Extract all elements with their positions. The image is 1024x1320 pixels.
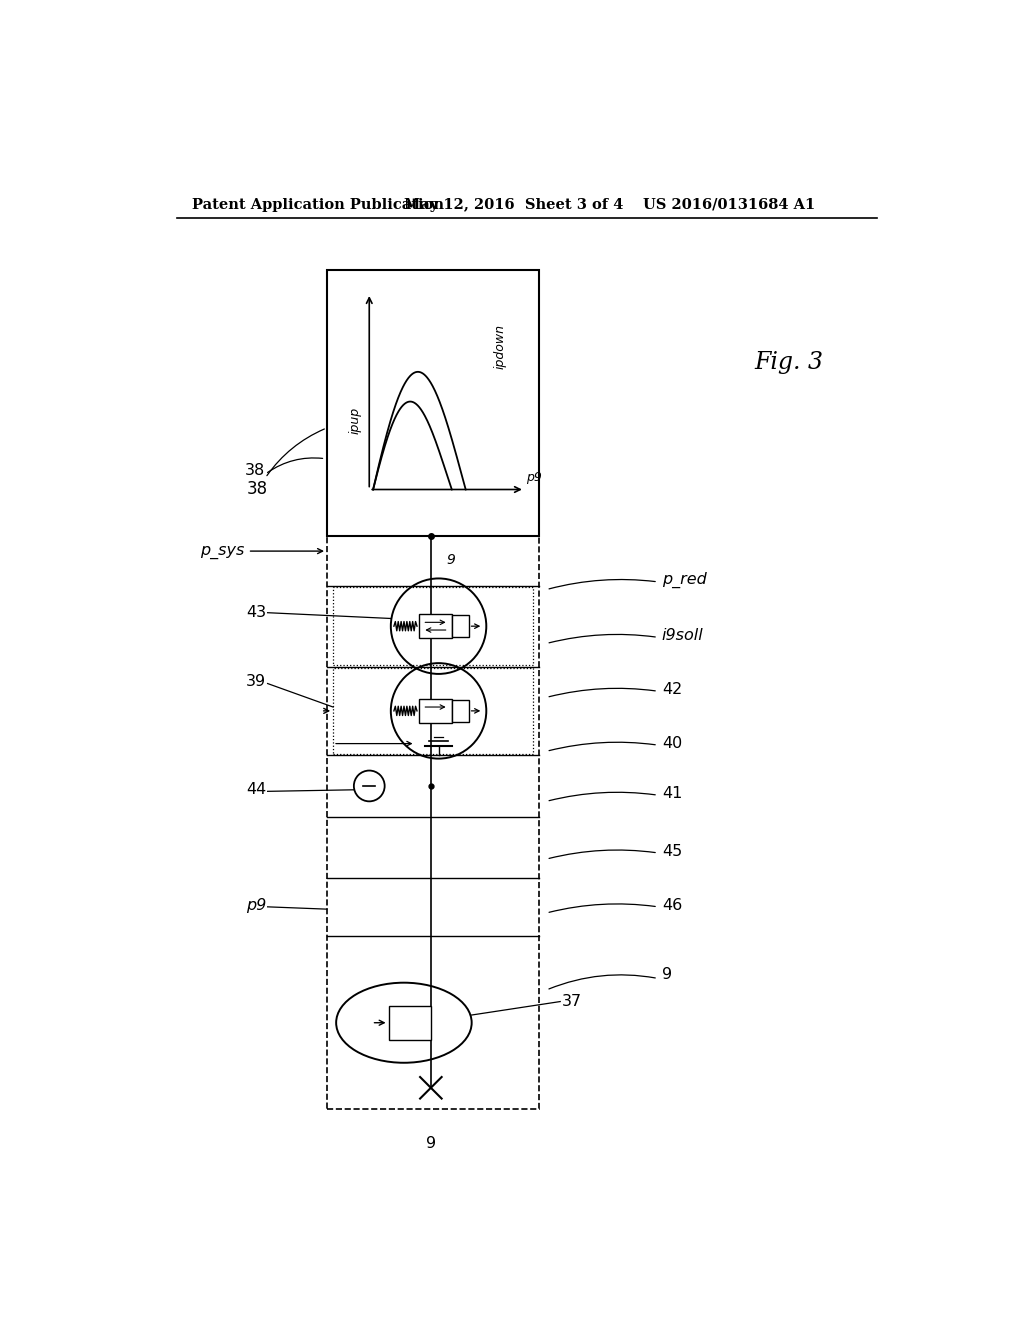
Bar — [452, 700, 469, 722]
Text: p9: p9 — [526, 471, 543, 484]
Text: 37: 37 — [562, 994, 582, 1008]
Text: 9: 9 — [662, 968, 672, 982]
Text: 38: 38 — [247, 480, 268, 499]
Bar — [419, 614, 452, 639]
Bar — [419, 698, 452, 723]
Text: 41: 41 — [662, 787, 682, 801]
Bar — [327, 536, 539, 1109]
Text: 42: 42 — [662, 682, 682, 697]
Text: Fig. 3: Fig. 3 — [755, 351, 823, 374]
Bar — [333, 587, 532, 665]
Text: May 12, 2016  Sheet 3 of 4: May 12, 2016 Sheet 3 of 4 — [403, 198, 624, 211]
Text: 40: 40 — [662, 737, 682, 751]
Text: 45: 45 — [662, 843, 682, 859]
Text: ipdown: ipdown — [494, 323, 507, 370]
Text: 9: 9 — [426, 1137, 436, 1151]
Text: ipup: ipup — [348, 407, 361, 434]
Bar — [452, 615, 469, 638]
Text: 46: 46 — [662, 898, 682, 913]
Text: Patent Application Publication: Patent Application Publication — [193, 198, 444, 211]
Text: 44: 44 — [246, 783, 266, 797]
Text: p9: p9 — [246, 898, 266, 913]
Bar — [327, 271, 539, 536]
Text: p_sys: p_sys — [200, 544, 245, 558]
Text: 39: 39 — [246, 675, 266, 689]
Bar — [388, 1006, 431, 1040]
Text: i9soll: i9soll — [662, 628, 703, 643]
Text: US 2016/0131684 A1: US 2016/0131684 A1 — [643, 198, 815, 211]
Text: 43: 43 — [246, 605, 266, 620]
Bar — [333, 668, 532, 754]
Text: 9: 9 — [446, 553, 455, 568]
Text: 38: 38 — [245, 463, 265, 478]
Text: p_red: p_red — [662, 573, 707, 589]
